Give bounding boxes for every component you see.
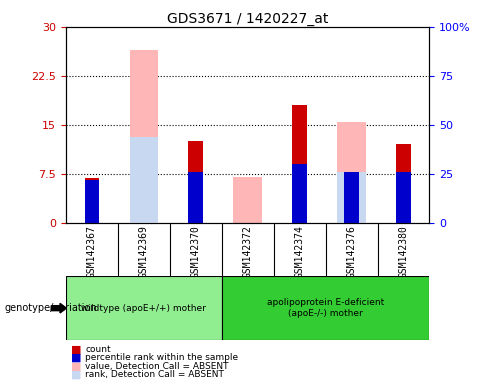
Text: GSM142367: GSM142367 (87, 225, 97, 278)
Text: count: count (85, 345, 111, 354)
Bar (337, 172, 366, 223)
Text: GSM142369: GSM142369 (139, 225, 149, 278)
Text: GSM142370: GSM142370 (191, 225, 201, 278)
Text: ■: ■ (71, 361, 81, 371)
Text: GSM142372: GSM142372 (243, 225, 253, 278)
Text: GSM142374: GSM142374 (295, 225, 305, 278)
Bar (292, 164, 307, 223)
Bar (84, 178, 99, 223)
Bar (396, 172, 411, 223)
Text: value, Detection Call = ABSENT: value, Detection Call = ABSENT (85, 362, 229, 371)
Text: wildtype (apoE+/+) mother: wildtype (apoE+/+) mother (81, 304, 206, 313)
Text: GSM142376: GSM142376 (346, 225, 357, 278)
Bar (396, 144, 411, 223)
Text: GSM142380: GSM142380 (399, 225, 408, 278)
Bar (129, 137, 158, 223)
Bar (188, 172, 203, 223)
Bar (129, 50, 158, 223)
Text: ■: ■ (71, 353, 81, 363)
Text: apolipoprotein E-deficient
(apoE-/-) mother: apolipoprotein E-deficient (apoE-/-) mot… (267, 298, 384, 318)
Text: genotype/variation: genotype/variation (5, 303, 98, 313)
Bar (337, 121, 366, 223)
Text: ■: ■ (71, 370, 81, 380)
Bar (84, 180, 99, 223)
Text: percentile rank within the sample: percentile rank within the sample (85, 353, 239, 362)
Title: GDS3671 / 1420227_at: GDS3671 / 1420227_at (167, 12, 328, 26)
Bar (292, 105, 307, 223)
Text: ■: ■ (71, 344, 81, 354)
Bar (188, 141, 203, 223)
Bar (222, 276, 429, 340)
Bar (344, 172, 359, 223)
Text: rank, Detection Call = ABSENT: rank, Detection Call = ABSENT (85, 370, 224, 379)
Bar (233, 177, 262, 223)
Bar (66, 276, 222, 340)
